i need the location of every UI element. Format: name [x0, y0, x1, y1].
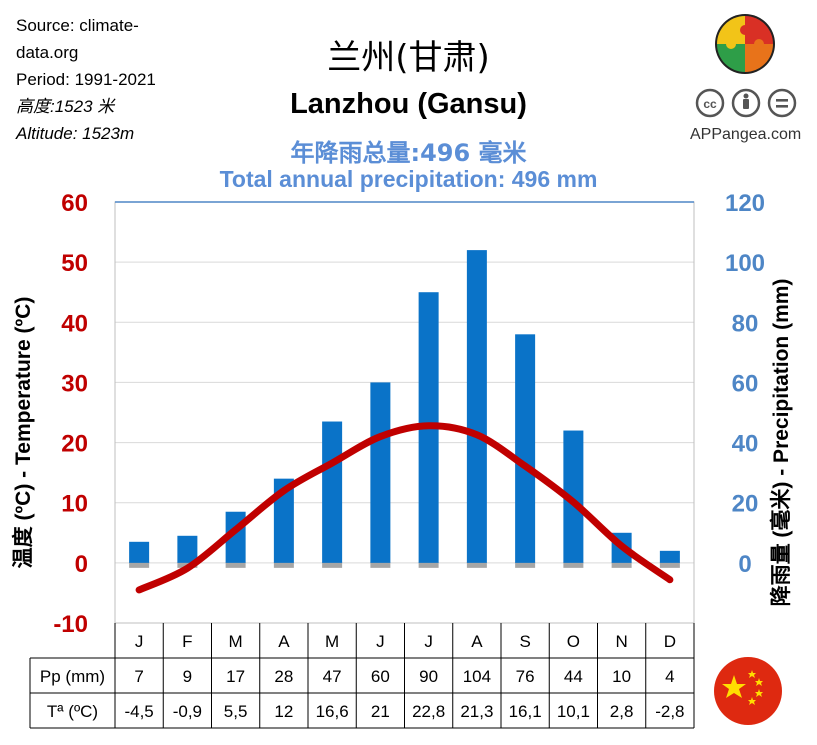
period-text: Period: 1991-2021	[16, 70, 156, 89]
precip-value: 9	[183, 667, 192, 686]
month-label: A	[278, 632, 290, 651]
right-tick-label: 20	[732, 491, 759, 518]
month-label: S	[519, 632, 530, 651]
bar-base	[515, 561, 536, 568]
temp-value: 10,1	[557, 702, 590, 721]
precip-bar	[466, 250, 487, 563]
month-label: M	[325, 632, 339, 651]
temperature-line	[135, 422, 674, 594]
precip-value: 76	[516, 667, 535, 686]
precip-value: 47	[323, 667, 342, 686]
month-label: N	[615, 632, 627, 651]
brand-text: APPangea.com	[690, 126, 802, 143]
bar-base	[611, 561, 632, 568]
precip-bar	[370, 382, 391, 563]
left-tick-label: 0	[75, 551, 88, 578]
svg-text:cc: cc	[703, 97, 717, 111]
temp-value: -0,9	[173, 702, 202, 721]
precip-bar	[273, 478, 294, 563]
precip-bar	[177, 535, 198, 563]
temp-value: 21,3	[460, 702, 493, 721]
total-precip-cn: 年降雨总量:496 毫米	[290, 139, 527, 167]
bar-base	[370, 561, 391, 568]
row-label-precip: Pp (mm)	[40, 667, 105, 686]
precip-value: 104	[463, 667, 491, 686]
month-label: O	[567, 632, 580, 651]
left-tick-label: -10	[53, 611, 88, 638]
temp-value: 5,5	[224, 702, 248, 721]
precip-value: 4	[665, 667, 674, 686]
creative-commons-icon: cc	[695, 88, 797, 118]
altitude-cn-text: 高度:1523 米	[16, 97, 115, 116]
temp-value: 16,6	[316, 702, 349, 721]
left-tick-label: 10	[61, 491, 88, 518]
precip-value: 7	[134, 667, 143, 686]
appangea-logo-icon	[715, 14, 775, 74]
left-tick-label: 40	[61, 310, 88, 337]
right-tick-label: 120	[725, 190, 765, 217]
altitude-en-text: Altitude: 1523m	[16, 124, 135, 143]
bar-base	[418, 561, 439, 568]
month-label: M	[229, 632, 243, 651]
bar-base	[322, 561, 343, 568]
month-label: J	[135, 632, 144, 651]
total-precip-en: Total annual precipitation: 496 mm	[219, 166, 598, 192]
china-flag-icon	[714, 657, 782, 725]
left-tick-label: 60	[61, 190, 88, 217]
month-label: A	[471, 632, 483, 651]
precip-value: 60	[371, 667, 390, 686]
source-info: Source: climate- data.org Period: 1991-2…	[16, 12, 156, 147]
precip-bar	[515, 334, 536, 563]
month-label: J	[376, 632, 385, 651]
precip-value: 28	[274, 667, 293, 686]
bar-base	[466, 561, 487, 568]
precip-bar	[322, 421, 343, 563]
temp-value: 21	[371, 702, 390, 721]
temp-value: 16,1	[509, 702, 542, 721]
left-tick-label: 50	[61, 250, 88, 277]
temp-value: -4,5	[124, 702, 153, 721]
month-label: D	[664, 632, 676, 651]
chart-title-en: Lanzhou (Gansu)	[290, 88, 527, 120]
right-tick-label: 80	[732, 310, 759, 337]
precip-value: 10	[612, 667, 631, 686]
left-tick-label: 30	[61, 370, 88, 397]
temp-value: 12	[274, 702, 293, 721]
source-line-2: data.org	[16, 43, 79, 62]
month-label: J	[424, 632, 433, 651]
precip-bar	[563, 430, 584, 563]
right-tick-label: 60	[732, 370, 759, 397]
temp-value: -2,8	[655, 702, 684, 721]
right-tick-label: 0	[738, 551, 751, 578]
right-tick-label: 100	[725, 250, 765, 277]
precip-bar	[659, 550, 680, 563]
bar-base	[563, 561, 584, 568]
precip-value: 44	[564, 667, 583, 686]
temp-value: 22,8	[412, 702, 445, 721]
precip-value: 90	[419, 667, 438, 686]
right-tick-label: 40	[732, 431, 759, 458]
bar-base	[129, 561, 150, 568]
precip-value: 17	[226, 667, 245, 686]
source-line-1: Source: climate-	[16, 16, 139, 35]
right-axis-title: 降雨量 (毫米) - Precipitation (mm)	[769, 279, 793, 607]
month-label: F	[182, 632, 192, 651]
left-axis-title: 温度 (ºC) - Temperature (ºC)	[11, 297, 35, 569]
bar-base	[225, 561, 246, 568]
bar-base	[273, 561, 294, 568]
left-tick-label: 20	[61, 431, 88, 458]
chart-title-cn: 兰州(甘肃)	[327, 38, 490, 78]
row-label-temp: Tª (ºC)	[47, 702, 98, 721]
temp-value: 2,8	[610, 702, 634, 721]
precip-bar	[129, 541, 150, 563]
bar-base	[659, 561, 680, 568]
